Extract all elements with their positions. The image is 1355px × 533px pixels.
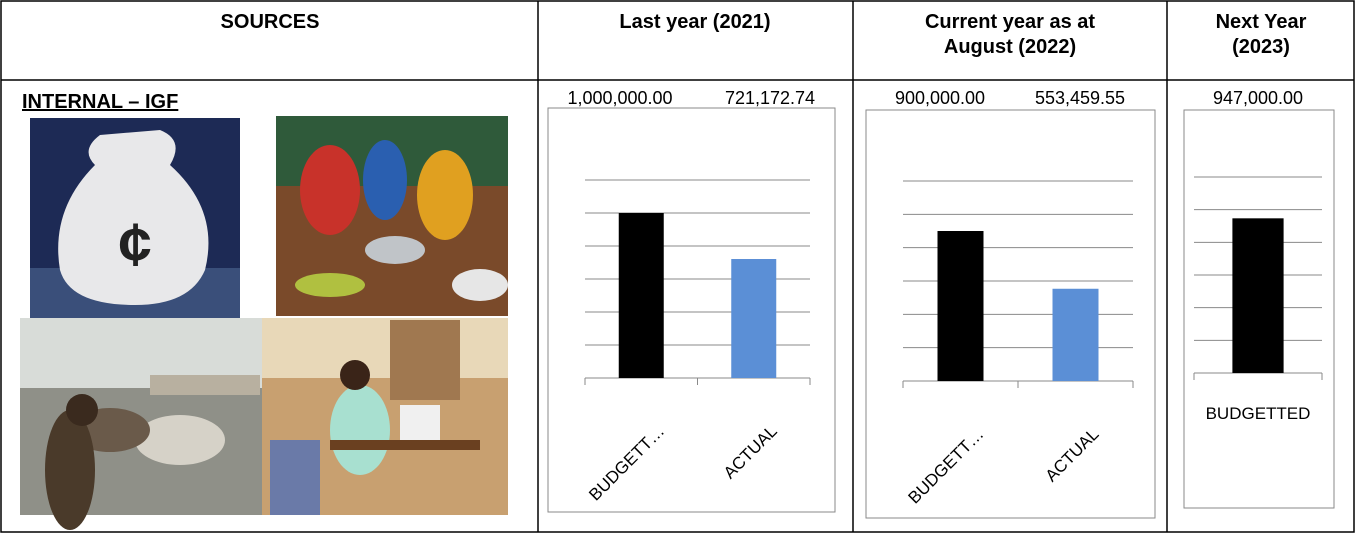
column-header: Last year (2021)	[619, 11, 770, 33]
section-label: INTERNAL – IGF	[22, 91, 178, 113]
value-label: 1,000,000.00	[567, 88, 672, 108]
column-header: Current year as at	[925, 11, 1095, 33]
photo-money-bag: ¢	[30, 118, 240, 318]
bar	[1052, 288, 1099, 381]
photo-market	[276, 116, 508, 316]
value-label: 900,000.00	[895, 88, 985, 108]
svg-text:¢: ¢	[118, 211, 151, 278]
photo-seamstress	[262, 318, 508, 515]
category-label: BUDGETTED	[1206, 404, 1311, 423]
bar	[731, 259, 777, 378]
bar	[937, 231, 984, 381]
column-header: (2023)	[1232, 36, 1290, 58]
value-label: 947,000.00	[1213, 88, 1303, 108]
chart-frame	[547, 107, 836, 513]
column-header: SOURCES	[221, 11, 320, 33]
value-label: 721,172.74	[725, 88, 815, 108]
column-header: Next Year	[1216, 11, 1307, 33]
column-header: August (2022)	[944, 36, 1076, 58]
value-label: 553,459.55	[1035, 88, 1125, 108]
bar	[1232, 218, 1284, 373]
photo-cattle	[20, 318, 262, 530]
bar	[618, 213, 664, 378]
